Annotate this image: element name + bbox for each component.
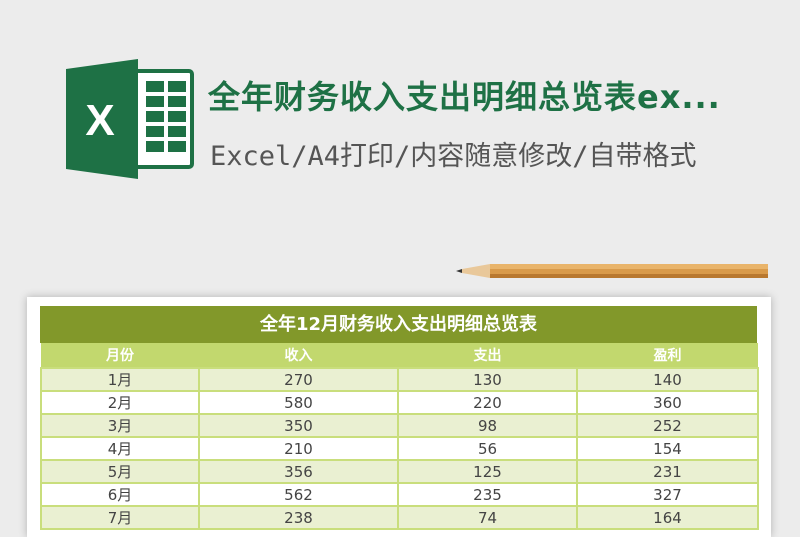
cell-month: 1月 [40,367,200,392]
cell-expense: 130 [397,367,578,392]
cell-income: 350 [198,413,399,438]
column-header-expense: 支出 [398,343,577,368]
table-row: 5月 356 125 231 [40,459,759,484]
cell-expense: 235 [397,482,578,507]
cell-month: 2月 [40,390,200,415]
table-row: 3月 350 98 252 [40,413,759,438]
cell-profit: 140 [576,367,759,392]
cell-profit: 154 [576,436,759,461]
excel-logo-icon: X [66,59,194,179]
spreadsheet-preview: 全年12月财务收入支出明细总览表 月份 收入 支出 盈利 1月 270 130 140… [40,306,759,530]
table-row: 2月 580 220 360 [40,390,759,415]
cell-month: 6月 [40,482,200,507]
cell-income: 270 [198,367,399,392]
data-table: 月份 收入 支出 盈利 1月 270 130 140 2月 580 220 360 3月 350 9… [40,343,759,530]
cell-income: 580 [198,390,399,415]
cell-profit: 360 [576,390,759,415]
cell-expense: 56 [397,436,578,461]
cell-month: 5月 [40,459,200,484]
cell-expense: 98 [397,413,578,438]
sheet-title: 全年12月财务收入支出明细总览表 [40,306,757,343]
table-row: 6月 562 235 327 [40,482,759,507]
page-subtitle: Excel/A4打印/内容随意修改/自带格式 [210,141,697,172]
cell-profit: 252 [576,413,759,438]
page-title: 全年财务收入支出明细总览表ex... [208,78,721,116]
cell-income: 210 [198,436,399,461]
cell-month: 4月 [40,436,200,461]
column-header-month: 月份 [41,343,199,368]
table-row: 4月 210 56 154 [40,436,759,461]
cell-expense: 125 [397,459,578,484]
header-row: 月份 收入 支出 盈利 [41,343,758,368]
column-header-income: 收入 [199,343,398,368]
cell-income: 562 [198,482,399,507]
column-header-profit: 盈利 [577,343,758,368]
svg-text:X: X [85,96,114,145]
cell-profit: 231 [576,459,759,484]
cell-profit: 327 [576,482,759,507]
cell-month: 3月 [40,413,200,438]
cell-income: 356 [198,459,399,484]
cell-expense: 220 [397,390,578,415]
pencil-icon [456,264,768,278]
table-row: 1月 270 130 140 [40,367,759,392]
